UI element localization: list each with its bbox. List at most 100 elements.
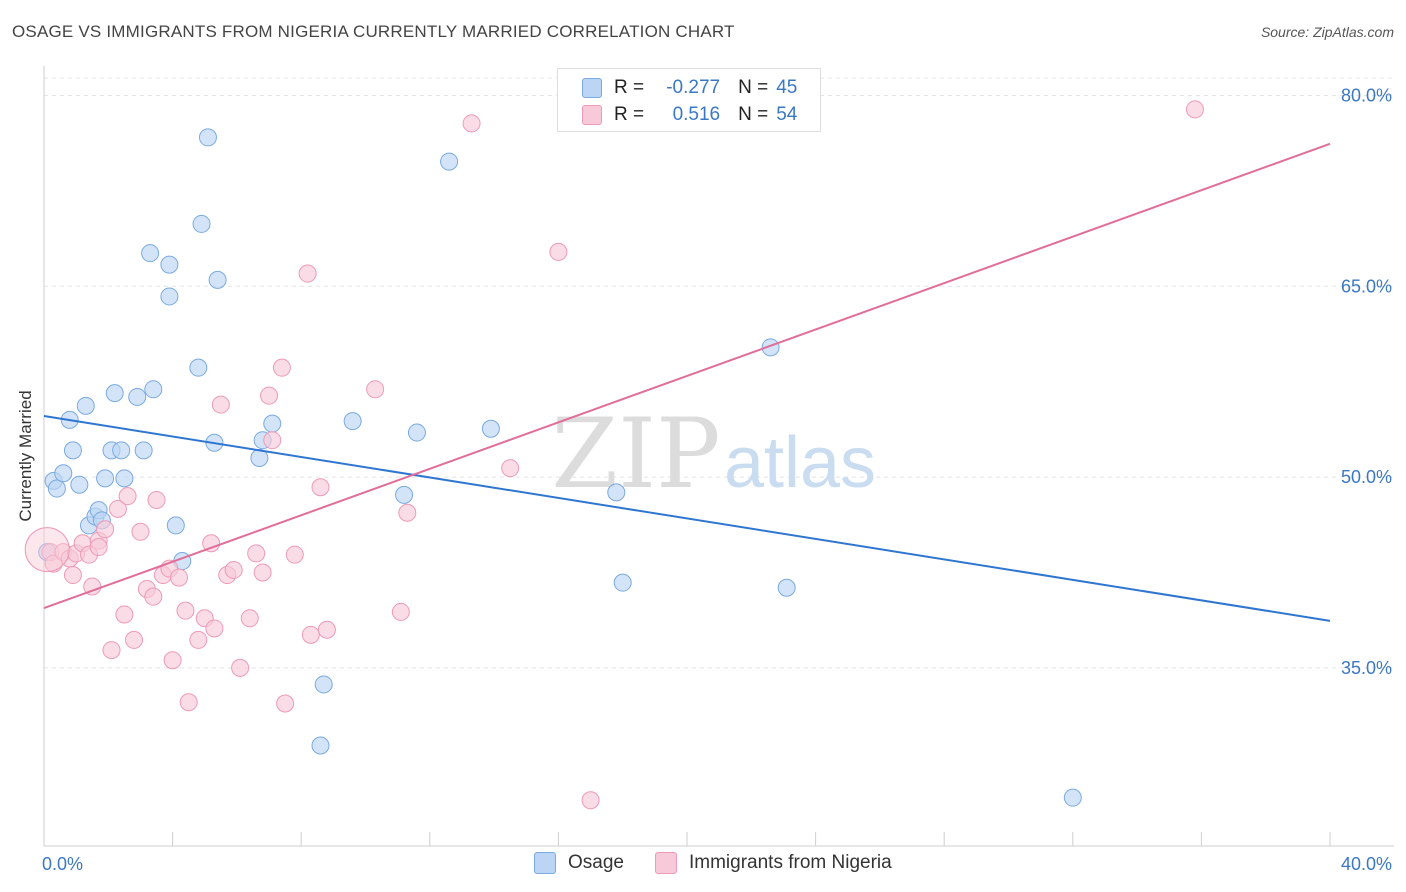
nigeria-point [176, 601, 195, 620]
nigeria-point [285, 545, 304, 564]
nigeria-point [211, 395, 230, 414]
chart-title: OSAGE VS IMMIGRANTS FROM NIGERIA CURRENT… [12, 22, 735, 41]
nigeria-point [115, 605, 134, 624]
source-credit: Source: ZipAtlas.com [1260, 24, 1394, 40]
y-tick-labels: 35.0% 50.0% 65.0% 80.0% [1341, 85, 1392, 677]
osage-point [70, 475, 89, 494]
nigeria-point [260, 386, 279, 405]
watermark-atlas: atlas [724, 423, 876, 503]
osage-swatch [534, 852, 556, 874]
nigeria-point [240, 609, 259, 628]
osage-point [761, 338, 780, 357]
legend-r-label: R = [614, 77, 645, 98]
nigeria-point [118, 487, 137, 506]
osage-point [166, 516, 185, 535]
legend-n-value: 54 [776, 104, 798, 125]
osage-point [263, 414, 282, 433]
osage-point [1063, 788, 1082, 807]
x-tick-label: 40.0% [1341, 854, 1392, 874]
nigeria-point [163, 651, 182, 670]
watermark: ZIP atlas [551, 398, 876, 510]
gridlines [44, 77, 1394, 669]
osage-point [160, 287, 179, 306]
osage-point [198, 128, 217, 147]
y-tick-label: 65.0% [1341, 276, 1392, 296]
osage-point [47, 479, 66, 498]
nigeria-point [63, 566, 82, 585]
nigeria-point [1185, 100, 1204, 119]
osage-point [314, 675, 333, 694]
nigeria-point [205, 619, 224, 638]
legend-r-value: -0.277 [666, 77, 721, 98]
legend-r-label: R = [614, 104, 645, 125]
legend-n-label: N = [738, 104, 769, 125]
legend-n-label: N = [738, 77, 769, 98]
legend-r-value: 0.516 [672, 104, 721, 125]
y-tick-label: 80.0% [1341, 85, 1392, 105]
nigeria-point [131, 522, 150, 541]
nigeria-point [83, 577, 102, 596]
osage-point [777, 578, 796, 597]
axes [43, 66, 1394, 847]
watermark-zip: ZIP [551, 398, 720, 510]
nigeria-point [549, 242, 568, 261]
nigeria-point [179, 693, 198, 712]
osage-point [407, 423, 426, 442]
osage-swatch [582, 78, 602, 98]
nigeria-swatch [655, 852, 677, 874]
y-tick-label: 35.0% [1341, 658, 1392, 678]
osage-point [607, 483, 626, 502]
nigeria-point [247, 544, 266, 563]
osage-point [189, 358, 208, 377]
nigeria-point [298, 264, 317, 283]
nigeria-point [102, 641, 121, 660]
x-tick-label: 0.0% [42, 854, 83, 874]
osage-point [192, 214, 211, 233]
nigeria-point [108, 499, 127, 518]
nigeria-point [391, 602, 410, 621]
nigeria-point [501, 459, 520, 478]
osage-point [160, 255, 179, 274]
osage-point [141, 244, 160, 263]
osage-point [440, 152, 459, 171]
nigeria-point [301, 625, 320, 644]
osage-trend-line [43, 415, 1331, 622]
nigeria-point [263, 431, 282, 450]
nigeria-point [231, 658, 250, 677]
x-tick-labels: 0.0% 40.0% [42, 854, 1392, 874]
legend-n-value: 45 [776, 77, 798, 98]
osage-point [105, 384, 124, 403]
nigeria-point [317, 620, 336, 639]
legend-row-osage: R = -0.277 N = 45 [582, 77, 797, 99]
osage-point [311, 736, 330, 755]
osage-point [63, 441, 82, 460]
nigeria-point [144, 587, 163, 606]
nigeria-point [276, 694, 295, 713]
nigeria-point [311, 478, 330, 497]
osage-point [343, 412, 362, 431]
nigeria-point [253, 563, 272, 582]
osage-point [134, 441, 153, 460]
nigeria-point [147, 490, 166, 509]
nigeria-trend-line [43, 142, 1331, 610]
legend-row-nigeria: R = 0.516 N = 54 [582, 104, 797, 126]
nigeria-point [125, 630, 144, 649]
y-tick-label: 50.0% [1341, 467, 1392, 487]
nigeria-point [581, 791, 600, 810]
nigeria-points [24, 100, 1204, 810]
nigeria-point [462, 114, 481, 133]
osage-point [395, 485, 414, 504]
osage-point [115, 469, 134, 488]
osage-point [144, 380, 163, 399]
bottom-legend-nigeria: Immigrants from Nigeria [655, 852, 892, 874]
osage-point [481, 419, 500, 438]
osage-point [613, 573, 632, 592]
nigeria-point-cluster [24, 527, 70, 573]
nigeria-swatch [582, 105, 602, 125]
bottom-legend-osage: Osage [534, 852, 624, 874]
nigeria-point [170, 568, 189, 587]
trend-lines [43, 142, 1331, 622]
osage-point [76, 396, 95, 415]
nigeria-point [272, 358, 291, 377]
